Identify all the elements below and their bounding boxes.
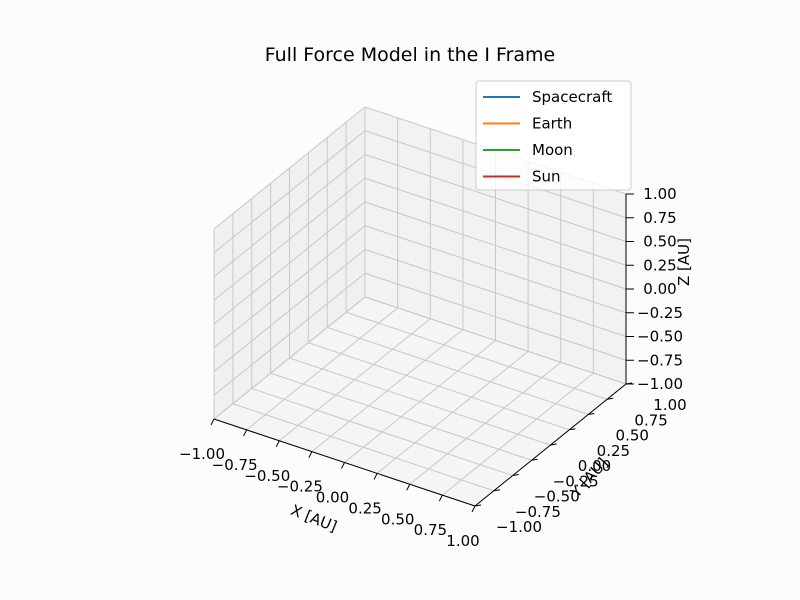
y-tick-mark <box>607 397 614 400</box>
z-axis-label: Z [AU] <box>675 238 693 286</box>
z-tick-label: 0.50 <box>643 233 676 251</box>
grid-line-floor-y <box>364 296 627 385</box>
y-tick-mark <box>493 489 500 492</box>
legend-label-spacecraft: Spacecraft <box>532 88 612 106</box>
grid-line-left-z <box>213 177 366 301</box>
x-tick-mark <box>275 440 280 447</box>
y-tick-label: −0.25 <box>553 472 599 490</box>
z-tick-label: 0.25 <box>643 256 676 274</box>
x-tick-label: 1.00 <box>446 532 479 550</box>
grid-line-back-z <box>364 154 627 242</box>
grid-line-floor-y <box>345 311 608 400</box>
legend-frame <box>475 80 632 191</box>
x-tick-mark <box>243 429 248 437</box>
x-tick-mark <box>341 462 345 469</box>
z-tick-label: 1.00 <box>643 185 676 203</box>
y-tick-label: 0.25 <box>597 442 630 460</box>
grid-line-left-z <box>213 130 366 254</box>
z-tick-label: −0.25 <box>637 304 683 322</box>
x-tick-label: 0.50 <box>381 510 414 528</box>
y-tick-label: −0.50 <box>534 488 580 506</box>
z-tick-label: −1.00 <box>637 375 683 393</box>
x-tick-label: −0.50 <box>244 467 290 485</box>
grid-line-back-z <box>364 201 627 290</box>
y-tick-mark <box>512 474 519 476</box>
y-tick-label: 1.00 <box>653 396 686 414</box>
grid-line-floor-y <box>308 342 570 431</box>
x-tick-mark <box>373 473 378 480</box>
grid-line-back-z <box>364 177 627 266</box>
x-tick-label: −1.00 <box>179 445 225 463</box>
y-tick-mark <box>531 458 538 461</box>
x-tick-mark <box>308 451 313 458</box>
y-tick-label: −1.00 <box>496 518 542 536</box>
x-tick-label: −0.25 <box>277 478 323 496</box>
y-tick-mark <box>569 428 576 431</box>
y-tick-mark <box>474 504 482 507</box>
tick-marks <box>210 193 634 513</box>
z-tick-label: −0.50 <box>637 328 683 346</box>
grid-line-left-z <box>213 201 366 325</box>
z-tick-label: 0.75 <box>643 209 676 227</box>
grid-line-floor-x <box>376 350 529 474</box>
grid-line-left-z <box>213 106 366 230</box>
x-tick-label: 0.25 <box>348 499 381 517</box>
x-tick-mark <box>210 418 215 426</box>
y-tick-mark <box>588 413 595 415</box>
chart-title: Full Force Model in the I Frame <box>265 44 555 66</box>
y-tick-label: 0.50 <box>616 427 649 445</box>
y-tick-label: 0.75 <box>634 411 667 429</box>
x-tick-label: −0.75 <box>212 456 258 474</box>
x-tick-label: 0.00 <box>316 489 349 507</box>
grid-line-floor-x <box>409 361 562 485</box>
legend-label-earth: Earth <box>532 115 572 133</box>
legend-label-sun: Sun <box>532 168 561 186</box>
legend: Spacecraft Earth Moon Sun <box>475 80 632 191</box>
x-tick-label: 0.75 <box>414 521 447 539</box>
z-tick-label: 0.00 <box>643 280 676 298</box>
x-tick-mark <box>471 505 476 513</box>
y-tick-mark <box>550 443 557 446</box>
y-tick-mark <box>625 382 633 385</box>
y-tick-label: −0.75 <box>515 503 561 521</box>
x-tick-mark <box>406 484 411 491</box>
x-tick-mark <box>438 494 443 502</box>
z-tick-label: −0.75 <box>637 351 683 369</box>
tick-labels: −1.00−1.00−1.00−0.75−0.75−0.75−0.50−0.50… <box>179 185 687 550</box>
grid-line-floor-y <box>289 357 551 446</box>
grid-line-floor-x <box>442 372 594 496</box>
grid-line-left-z <box>213 154 366 277</box>
grid-line-floor-y <box>327 327 589 415</box>
y-tick-label: 0.00 <box>578 457 611 475</box>
legend-label-moon: Moon <box>532 141 573 159</box>
